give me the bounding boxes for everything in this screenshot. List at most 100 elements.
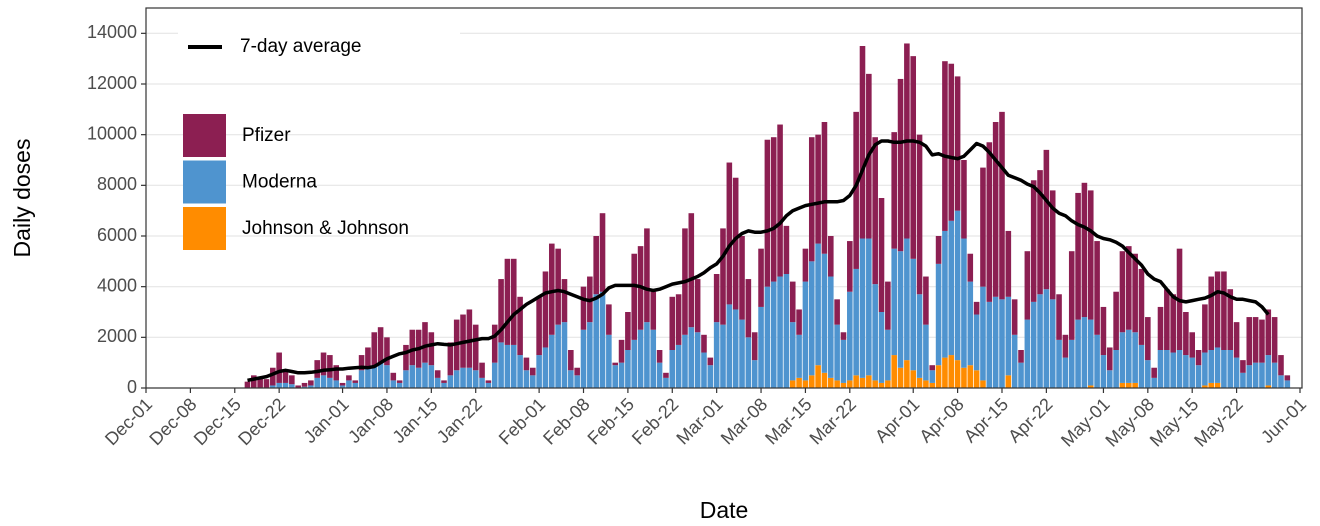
bar-segment	[1062, 334, 1069, 358]
bar-segment	[1005, 296, 1012, 376]
legend-swatch	[183, 160, 226, 204]
bar-segment	[625, 350, 631, 388]
bar-segment	[935, 236, 942, 264]
bar-segment	[1265, 385, 1272, 388]
bar-segment	[327, 377, 333, 388]
bar-segment	[948, 63, 955, 221]
bar-segment	[1132, 253, 1138, 333]
bar-segment	[244, 381, 251, 388]
bar-segment	[789, 322, 796, 381]
bar-segment	[491, 324, 498, 363]
bar-segment	[555, 248, 561, 325]
bar-segment	[631, 339, 638, 388]
bar-segment	[885, 281, 891, 330]
bar-segment	[1056, 294, 1062, 340]
bar-segment	[1252, 362, 1259, 388]
bar-segment	[885, 380, 891, 388]
bar-segment	[663, 377, 669, 388]
bar-segment	[1271, 317, 1278, 363]
x-tick-label: Dec-22	[234, 394, 289, 449]
bar-segment	[453, 370, 460, 388]
bar-segment	[428, 365, 435, 388]
bar-segment	[422, 362, 428, 388]
bar-segment	[644, 322, 650, 388]
bar-segment	[1043, 149, 1050, 290]
bar-segment	[973, 314, 980, 371]
bar-segment	[282, 382, 289, 388]
y-axis-title: Daily doses	[9, 139, 35, 258]
bar-segment	[929, 382, 936, 388]
bar-segment	[986, 301, 993, 388]
bar-segment	[891, 355, 897, 388]
bar-segment	[720, 324, 726, 388]
bar-segment	[935, 365, 942, 388]
bar-segment	[935, 263, 942, 366]
bar-segment	[954, 360, 961, 388]
bar-segment	[885, 329, 891, 381]
bar-segment	[688, 213, 695, 328]
x-tick-label: Apr-01	[871, 394, 923, 446]
bar-segment	[707, 357, 714, 366]
bar-segment	[396, 380, 403, 383]
bar-segment	[1170, 294, 1176, 353]
bar-segment	[276, 382, 282, 388]
bar-segment	[923, 276, 929, 325]
bar-segment	[745, 337, 752, 388]
bar-segment	[631, 253, 638, 340]
bar-segment	[1202, 304, 1208, 353]
bar-segment	[701, 352, 707, 388]
bar-segment	[1037, 170, 1043, 295]
bar-segment	[796, 377, 802, 388]
bar-segment	[504, 344, 511, 388]
bar-segment	[834, 380, 840, 388]
bar-segment	[1106, 370, 1113, 388]
lines	[247, 139, 1270, 383]
bar-segment	[656, 350, 663, 363]
bar-segment	[942, 357, 948, 388]
bar-segment	[808, 137, 815, 262]
bar-segment	[409, 365, 416, 388]
bar-segment	[1265, 309, 1272, 356]
bar-segment	[1119, 332, 1126, 383]
legend-swatch	[183, 207, 226, 250]
x-tick-label: Feb-22	[628, 394, 682, 448]
bar-segment	[973, 370, 980, 388]
bar-segment	[859, 238, 866, 378]
bar-segment	[422, 322, 428, 363]
bar-segment	[948, 220, 955, 356]
bar-segment	[999, 111, 1005, 300]
bar-segment	[758, 248, 764, 307]
y-tick-label: 4000	[97, 275, 137, 295]
x-tick-label: Mar-15	[761, 394, 815, 448]
bar-segment	[441, 382, 447, 388]
bar-segment	[1151, 377, 1157, 388]
bar-segment	[1246, 365, 1253, 388]
bar-segment	[276, 352, 282, 383]
y-tick-label: 10000	[87, 123, 137, 143]
bar-segment	[897, 367, 904, 388]
bar-segment	[561, 279, 568, 323]
bar-segment	[403, 344, 409, 371]
bar-segment	[992, 296, 999, 388]
bar-segment	[821, 253, 828, 373]
bar-segment	[377, 327, 384, 363]
bar-segment	[339, 382, 346, 386]
bar-segment	[320, 352, 327, 376]
bar-segment	[1132, 382, 1138, 388]
bar-segment	[929, 365, 936, 371]
bar-segment	[897, 251, 904, 368]
bar-segment	[942, 230, 948, 358]
bar-segment	[523, 370, 530, 388]
bar-segment	[536, 355, 542, 388]
bar-segment	[1056, 339, 1062, 388]
bar-segment	[1005, 230, 1012, 297]
y-tick-label: 12000	[87, 73, 137, 93]
bar-segment	[694, 332, 701, 388]
legend-label: 7-day average	[240, 36, 361, 57]
bar-segment	[732, 177, 739, 310]
legend-label: Johnson & Johnson	[242, 218, 409, 239]
bar-segment	[954, 76, 961, 211]
bar-segment	[1043, 289, 1050, 388]
bar-segment	[980, 167, 986, 287]
